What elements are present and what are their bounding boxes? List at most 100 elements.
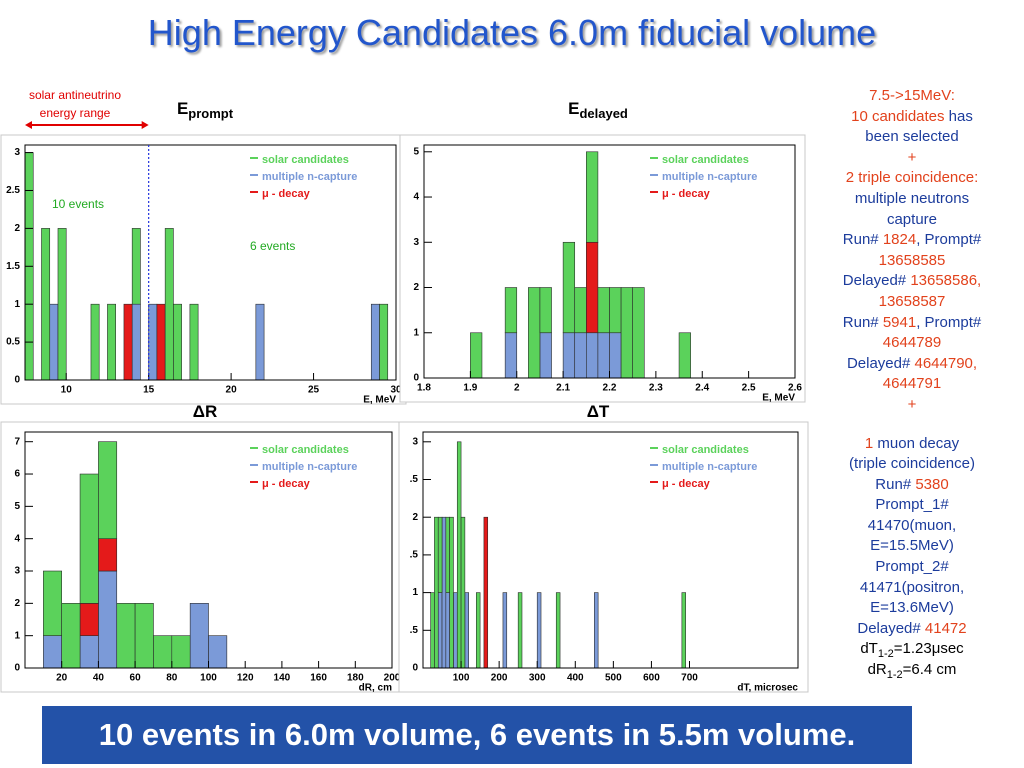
annotation: energy range [40,106,111,120]
text-line: 13658587 [812,292,1012,313]
text-segment: 13658585 [878,251,946,269]
bar [586,332,599,379]
bar [555,592,561,669]
bar [609,287,622,334]
text-segment: =6.4 cm [902,661,957,679]
bar [445,516,450,593]
chart-title: ΔR [193,402,218,421]
text-segment: dT [860,640,878,658]
bar [539,332,552,379]
x-tick-label: 1.8 [417,383,431,394]
bar [434,516,439,669]
text-line: Run# 5380 [812,475,1012,496]
text-line: 4644789 [812,333,1012,354]
bar [620,287,633,379]
bar [156,303,166,381]
x-tick-label: 1.9 [463,383,477,394]
bar [255,303,265,381]
bar [79,635,99,669]
legend-label: μ - decay [662,188,711,200]
text-segment: been selected [865,128,959,146]
plot-frame [24,144,397,381]
bar [470,332,483,379]
chart-title: Eprompt [177,99,234,121]
x-tick-label: 15 [143,385,155,396]
text-segment: dR [867,661,887,679]
text-segment: 1-2 [877,648,894,661]
text-line: Delayed# 4644790, [812,354,1012,375]
legend-label: solar candidates [262,444,349,456]
x-tick-label: 20 [56,673,68,684]
y-tick-label: 3 [412,436,418,447]
x-tick-label: 2.3 [649,383,663,394]
legend-label: solar candidates [662,444,749,456]
text-line: + [812,395,1012,416]
bar [453,592,458,669]
text-segment: E=15.5MeV) [870,537,954,555]
bar [90,303,100,381]
bar [586,241,599,334]
text-line: been selected [812,127,1012,148]
legend-label: multiple n-capture [662,461,757,473]
text-segment: 1824 [882,231,917,249]
bar [504,287,518,334]
legend-label: multiple n-capture [262,461,357,473]
text-segment: 13658587 [878,292,946,310]
y-tick-label: 0 [14,375,20,386]
chart-title-main: ΔT [587,402,610,421]
x-tick-label: 30 [390,385,402,396]
text-segment: 41472 [924,619,967,637]
legend-label: μ - decay [662,478,711,490]
panel [0,134,407,405]
bar [609,332,622,379]
x-tick-label: 160 [310,673,327,684]
text-line: 41470(muon, [812,516,1012,537]
text-line: 4644791 [812,374,1012,395]
text-segment: , Prompt# [916,313,982,331]
chart-title: Edelayed [568,99,628,121]
bar [370,303,380,381]
chart-title-main: ΔR [193,402,218,421]
slide-title: High Energy Candidates 6.0m fiducial vol… [147,12,877,53]
annotation: solar antineutrino [29,88,121,102]
y-tick-label: 2 [14,223,20,234]
bar [43,570,62,636]
bar [517,592,523,669]
bar [504,332,518,379]
text-segment: Run# [842,231,883,249]
text-segment: 1-2 [886,669,903,682]
text-segment: 4644790, [914,354,978,372]
text-line: Run# 5941, Prompt# [812,313,1012,334]
y-tick-label: .5 [410,625,419,636]
bar [134,603,154,669]
text-segment: Run# [842,313,883,331]
bar [562,332,576,379]
bar [536,592,542,669]
bar [98,441,118,539]
x-tick-label: 140 [274,673,291,684]
text-segment: E=13.6MeV) [870,599,954,617]
text-line: (triple coincidence) [812,454,1012,475]
chart-title-sub: delayed [579,106,627,121]
x-tick-label: 20 [226,385,238,396]
bar [441,516,447,669]
text-segment: has [944,107,973,125]
text-segment: 4644789 [882,334,942,352]
text-segment: Prompt_1# [875,496,949,514]
y-tick-label: 5 [14,501,20,512]
bar [681,592,686,669]
bar [189,603,209,669]
x-tick-label: 500 [605,673,622,684]
text-line: Delayed# 13658586, [812,271,1012,292]
y-tick-label: 0 [14,663,20,674]
x-tick-label: 80 [166,673,178,684]
bar [123,303,133,381]
x-tick-label: 2.6 [788,383,802,394]
bar [562,241,576,334]
legend-label: multiple n-capture [662,171,757,183]
text-line: multiple neutrons [812,189,1012,210]
bar [574,332,587,379]
y-tick-label: 2 [413,282,419,293]
text-line: Run# 1824, Prompt# [812,230,1012,251]
